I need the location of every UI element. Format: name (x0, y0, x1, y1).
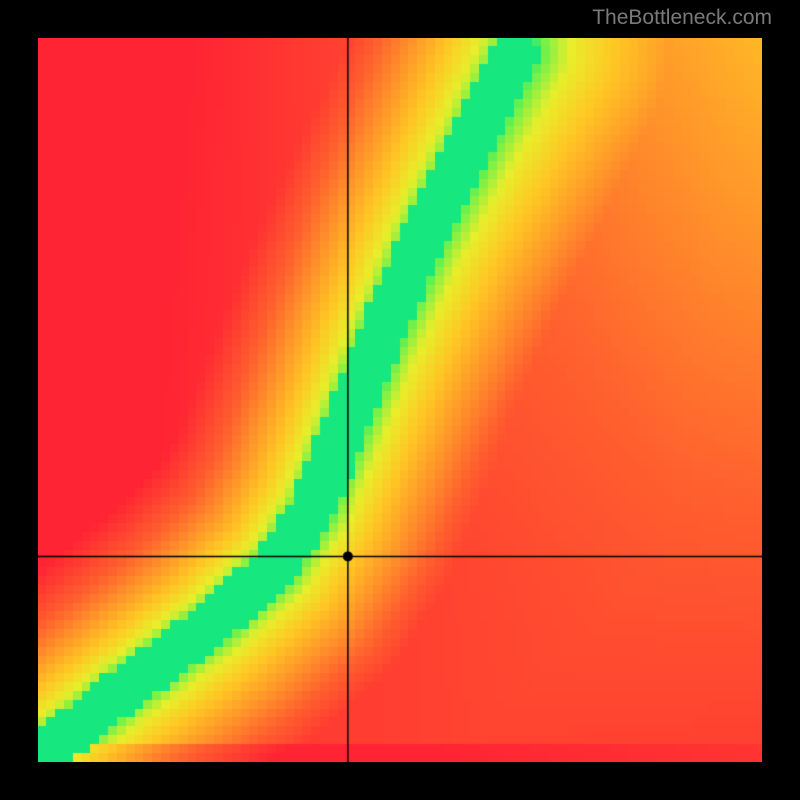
heatmap-canvas (38, 38, 762, 762)
heatmap-plot (38, 38, 762, 762)
watermark-text: TheBottleneck.com (592, 6, 772, 30)
